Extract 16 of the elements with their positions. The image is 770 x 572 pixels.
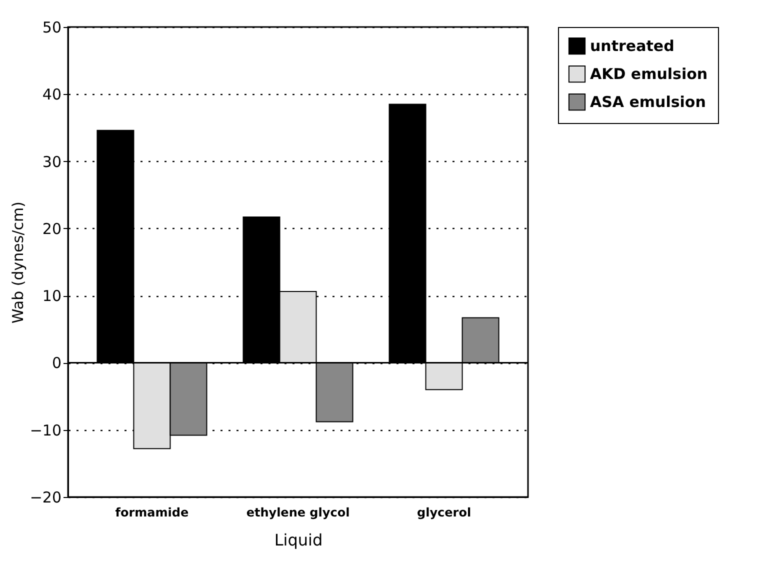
y-tick-label: 50 xyxy=(42,18,62,36)
x-tick-label: ethylene glycol xyxy=(246,506,350,520)
legend-label: ASA emulsion xyxy=(590,93,706,111)
y-tick-label: 30 xyxy=(42,152,62,171)
y-axis-title: Wab (dynes/cm) xyxy=(8,202,27,324)
y-tick-label: −10 xyxy=(30,421,62,440)
x-tick-label: glycerol xyxy=(417,506,472,520)
legend-label: untreated xyxy=(590,37,674,55)
y-tick-label: 40 xyxy=(42,86,62,104)
y-tick-label: 20 xyxy=(42,220,62,238)
y-tick-label: 10 xyxy=(42,287,62,306)
legend-label: AKD emulsion xyxy=(590,65,708,83)
y-tick-label: 0 xyxy=(52,354,62,372)
x-axis-title: Liquid xyxy=(274,530,323,550)
x-tick-label: formamide xyxy=(115,506,189,520)
y-tick-label: −20 xyxy=(30,488,62,506)
